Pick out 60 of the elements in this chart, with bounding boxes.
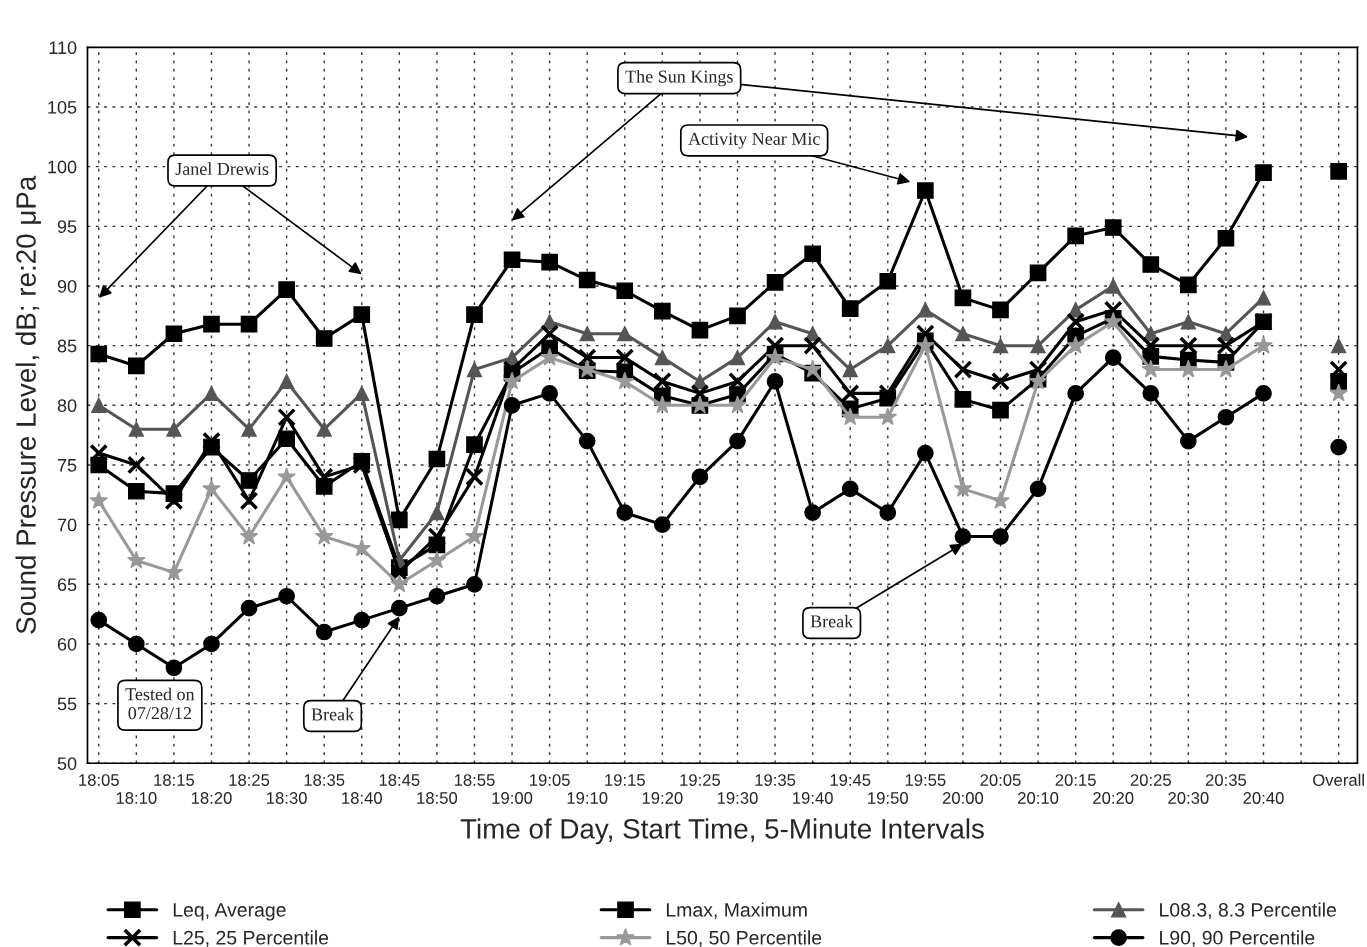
x-tick-label: 20:10 bbox=[1018, 792, 1059, 804]
y-tick-label: 55 bbox=[57, 697, 77, 711]
x-tick-label: 18:30 bbox=[267, 792, 307, 804]
legend-label: L25, 25 Percentile bbox=[173, 930, 329, 947]
x-tick-label: 19:50 bbox=[868, 792, 908, 804]
x-tick-label: 19:30 bbox=[717, 792, 758, 804]
x-tick-label: 18:45 bbox=[379, 774, 420, 786]
x-tick-label: 20:15 bbox=[1055, 774, 1096, 786]
x-tick-label: 18:55 bbox=[454, 774, 495, 786]
x-tick-label: 18:35 bbox=[304, 774, 345, 786]
x-tick-label: 19:35 bbox=[755, 774, 796, 786]
x-tick-label: 19:10 bbox=[567, 792, 608, 804]
x-tick-label: 19:05 bbox=[530, 774, 570, 786]
legend-label: L50, 50 Percentile bbox=[666, 930, 822, 947]
y-tick-label: 95 bbox=[57, 220, 77, 234]
x-tick-label: 19:25 bbox=[680, 774, 721, 786]
x-tick-label: 18:15 bbox=[154, 774, 195, 786]
x-tick-label: 19:55 bbox=[905, 774, 946, 786]
x-tick-label: Overall bbox=[1313, 773, 1364, 786]
y-tick-label: 85 bbox=[57, 339, 77, 353]
x-tick-label: 18:25 bbox=[229, 774, 270, 786]
x-tick-label: 20:25 bbox=[1130, 774, 1171, 786]
annotation: Break bbox=[311, 707, 355, 721]
y-tick-label: 105 bbox=[48, 100, 77, 114]
y-tick-label: 60 bbox=[57, 637, 77, 651]
legend-label: Leq, Average bbox=[173, 903, 286, 921]
x-tick-label: 19:20 bbox=[642, 792, 683, 804]
x-tick-label: 19:00 bbox=[492, 792, 533, 804]
x-tick-label: 20:30 bbox=[1168, 792, 1209, 804]
annotation: Activity Near Mic bbox=[688, 132, 820, 149]
y-tick-label: 70 bbox=[57, 518, 77, 532]
y-tick-label: 75 bbox=[57, 459, 77, 472]
x-tick-label: 19:40 bbox=[793, 792, 833, 804]
x-tick-label: 19:15 bbox=[605, 774, 645, 786]
y-tick-label: 65 bbox=[57, 578, 77, 592]
annotation: Janel Drewis bbox=[175, 162, 269, 176]
x-tick-label: 18:40 bbox=[342, 792, 382, 804]
x-tick-label: 20:20 bbox=[1093, 792, 1134, 804]
x-tick-label: 18:20 bbox=[191, 792, 232, 804]
x-tick-label: 20:35 bbox=[1205, 774, 1247, 786]
x-tick-label: 18:10 bbox=[116, 792, 157, 804]
x-tick-label: 18:05 bbox=[79, 774, 119, 786]
legend-label: L90, 90 Percentile bbox=[1160, 930, 1315, 947]
y-tick-label: 110 bbox=[49, 41, 77, 55]
x-tick-label: 19:45 bbox=[830, 774, 871, 786]
x-tick-label: 20:40 bbox=[1243, 792, 1284, 804]
legend-label: Lmax, Maximum bbox=[666, 902, 807, 920]
y-axis-title: Sound Pressure Level, dB; re:20 μPa bbox=[15, 175, 41, 634]
y-tick-label: 50 bbox=[57, 757, 77, 770]
annotation: Tested on 07/28/12 bbox=[125, 687, 195, 720]
x-axis-title: Time of Day, Start Time, 5-Minute Intervals bbox=[460, 818, 984, 845]
y-tick-label: 100 bbox=[48, 160, 77, 174]
x-tick-label: 20:00 bbox=[942, 792, 984, 804]
x-tick-label: 18:50 bbox=[417, 792, 458, 804]
legend-label: L08.3, 8.3 Percentile bbox=[1160, 902, 1336, 920]
x-tick-label: 20:05 bbox=[980, 774, 1021, 786]
y-tick-label: 90 bbox=[57, 279, 77, 293]
annotation: Break bbox=[810, 614, 854, 628]
y-tick-label: 80 bbox=[57, 399, 77, 413]
annotation: The Sun Kings bbox=[625, 69, 733, 87]
